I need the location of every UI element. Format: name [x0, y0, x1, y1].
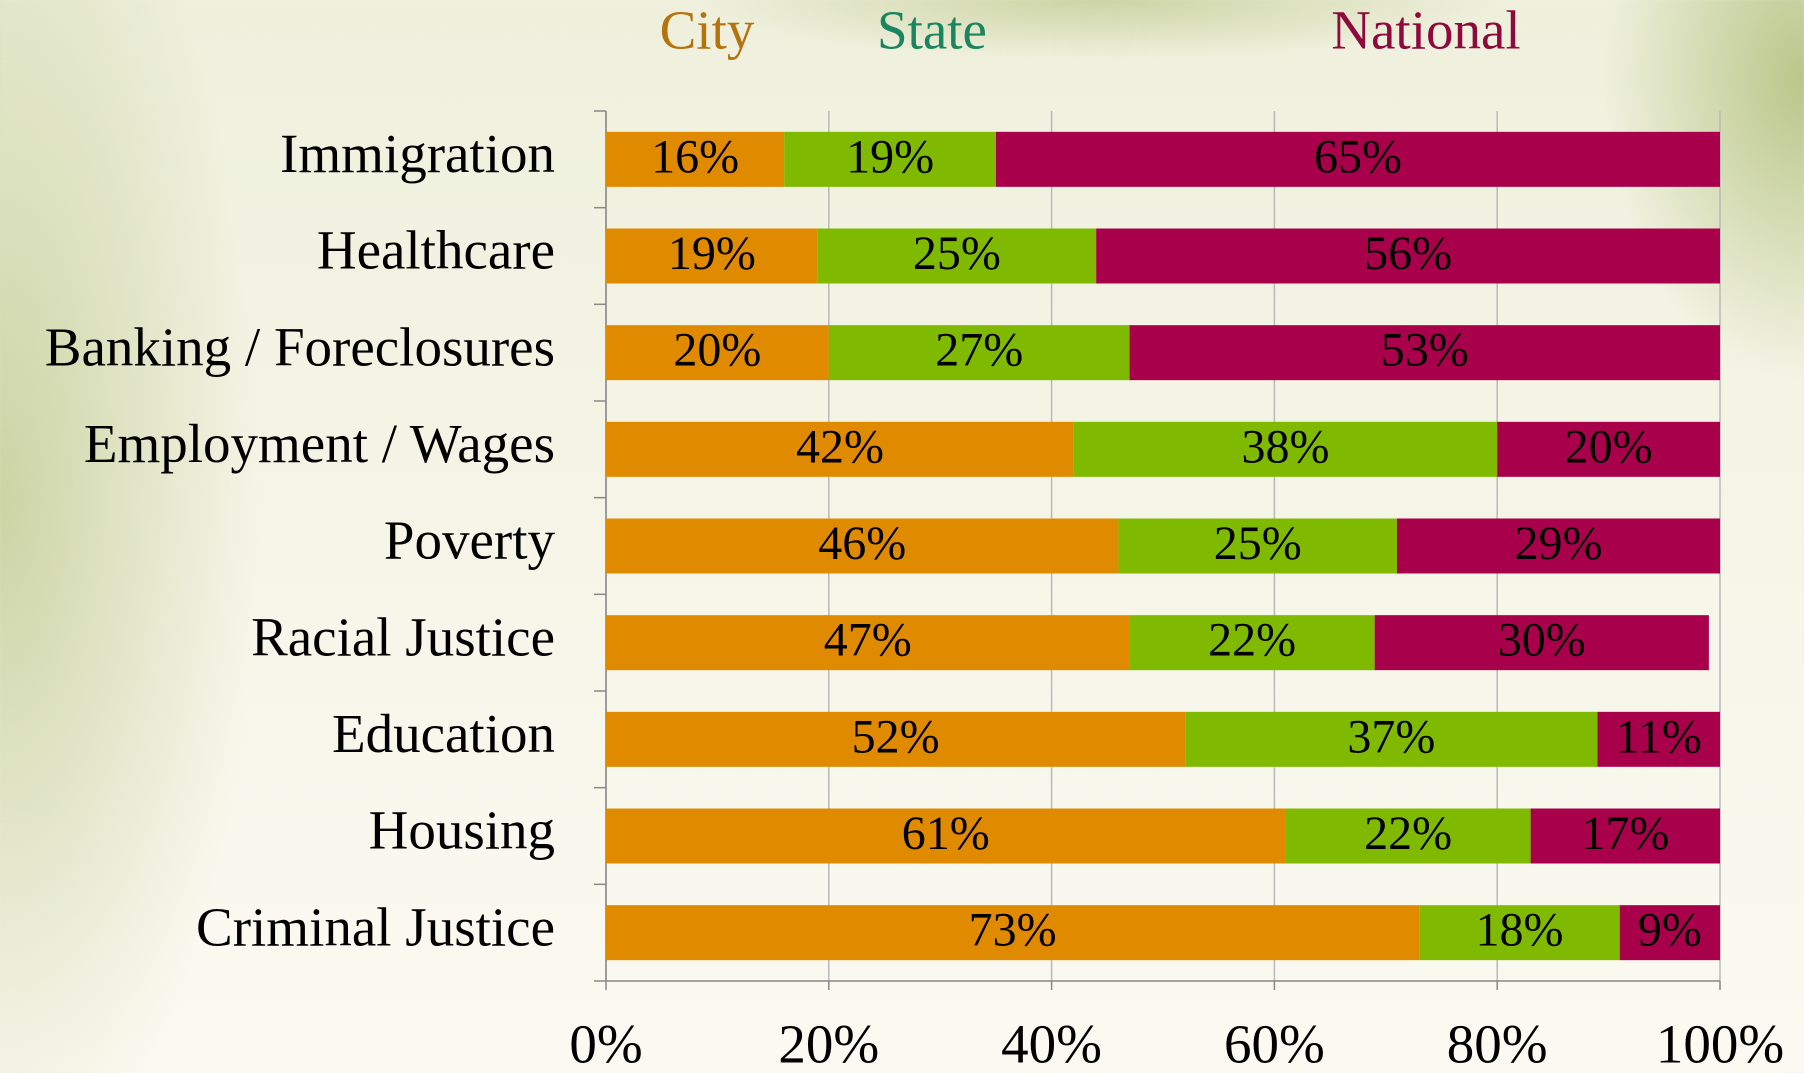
data-label: 52%: [852, 710, 940, 763]
x-tick-label: 20%: [778, 1014, 879, 1073]
x-tick-label: 80%: [1447, 1014, 1548, 1073]
bar-segment: [1285, 808, 1531, 864]
bar-segment: [1129, 325, 1720, 381]
bar-segment: [606, 615, 1130, 671]
x-tick-label: 100%: [1656, 1014, 1784, 1073]
bar-segment: [606, 421, 1074, 477]
y-tick-label: Immigration: [280, 123, 555, 184]
data-label: 19%: [846, 130, 934, 183]
data-label: 53%: [1381, 324, 1469, 377]
y-tick-label: Education: [332, 703, 555, 764]
data-label: 37%: [1347, 710, 1435, 763]
data-label: 25%: [1214, 517, 1302, 570]
x-tick-label: 60%: [1224, 1014, 1325, 1073]
bar-segment: [1396, 518, 1720, 574]
bar-segment: [1073, 421, 1498, 477]
data-label: 17%: [1581, 807, 1669, 860]
y-tick-label: Racial Justice: [251, 606, 555, 667]
bar-segment: [1419, 905, 1620, 961]
bar-segment: [995, 131, 1720, 187]
bar-segment: [606, 905, 1420, 961]
y-tick-label: Housing: [369, 800, 555, 861]
bar-segment: [1118, 518, 1397, 574]
legend-label: City: [660, 0, 755, 61]
y-tick-label: Banking / Foreclosures: [45, 316, 555, 377]
data-label: 19%: [668, 227, 756, 280]
data-label: 22%: [1208, 614, 1296, 667]
x-tick-label: 40%: [1001, 1014, 1102, 1073]
data-label: 20%: [673, 324, 761, 377]
data-label: 30%: [1498, 614, 1586, 667]
data-label: 46%: [818, 517, 906, 570]
y-tick-label: Criminal Justice: [196, 896, 555, 957]
bar-segment: [828, 325, 1130, 381]
y-tick-label: Healthcare: [317, 220, 555, 281]
bar-segment: [1619, 905, 1720, 961]
data-label: 25%: [913, 227, 1001, 280]
bar-segment: [1597, 711, 1720, 767]
data-label: 9%: [1638, 904, 1702, 957]
legend-label: State: [877, 0, 987, 61]
bar-segment: [606, 228, 818, 284]
bar-segment: [606, 518, 1119, 574]
data-label: 22%: [1364, 807, 1452, 860]
y-tick-label: Poverty: [384, 510, 556, 571]
bar-segment: [606, 711, 1186, 767]
bar-segment: [1185, 711, 1598, 767]
bar-segment: [817, 228, 1097, 284]
bar-segment: [606, 131, 785, 187]
bar-segment: [1530, 808, 1720, 864]
data-label: 18%: [1475, 904, 1563, 957]
bar-segment: [1497, 421, 1720, 477]
bar-segment: [1096, 228, 1720, 284]
data-label: 73%: [969, 904, 1057, 957]
data-label: 11%: [1616, 710, 1702, 763]
bar-segment: [1374, 615, 1709, 671]
bar-segment: [1129, 615, 1375, 671]
data-label: 20%: [1565, 420, 1653, 473]
bar-segment: [784, 131, 996, 187]
bar-segment: [606, 325, 829, 381]
data-label: 56%: [1364, 227, 1452, 280]
legend-label: National: [1331, 0, 1520, 61]
x-tick-label: 0%: [569, 1014, 642, 1073]
data-label: 42%: [796, 420, 884, 473]
data-label: 29%: [1514, 517, 1602, 570]
data-label: 38%: [1242, 420, 1330, 473]
data-label: 16%: [651, 130, 739, 183]
data-label: 65%: [1314, 130, 1402, 183]
bar-segment: [606, 808, 1286, 864]
data-label: 27%: [935, 324, 1023, 377]
data-label: 61%: [902, 807, 990, 860]
y-tick-label: Employment / Wages: [84, 413, 555, 474]
data-label: 47%: [824, 614, 912, 667]
